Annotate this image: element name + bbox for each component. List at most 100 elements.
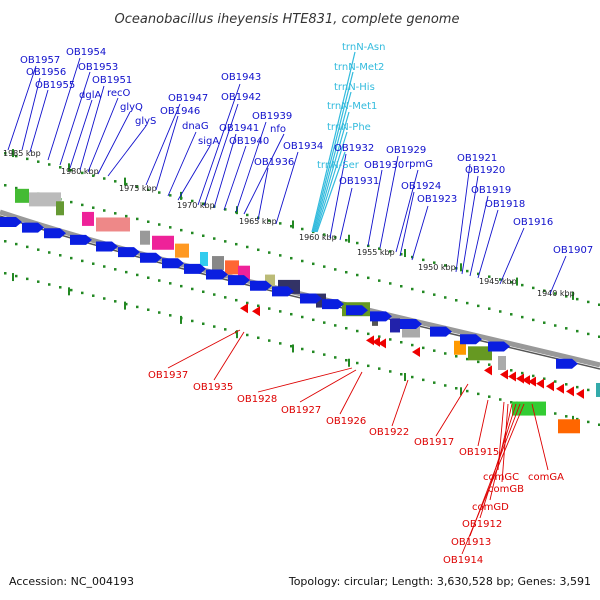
tick-mark [246, 245, 249, 249]
gene-arrow-reverse [508, 371, 516, 382]
tick-mark [4, 240, 7, 243]
tick-mark [158, 311, 161, 314]
tick-mark [59, 286, 62, 289]
tick-mark [411, 287, 414, 291]
tick-mark [477, 272, 480, 276]
tick-mark [290, 224, 293, 228]
tick-mark [356, 273, 359, 277]
tick-mark [389, 250, 392, 253]
gene-block [512, 401, 546, 416]
gene-label: OB1935 [193, 382, 233, 393]
tick-mark [488, 275, 491, 278]
gene-arrow-forward [400, 319, 422, 329]
tick-mark [26, 157, 29, 161]
rna-leader [315, 131, 348, 233]
gene-label: glyQ [120, 102, 143, 113]
tick-mark [367, 364, 370, 368]
gene-label: OB1947 [168, 93, 208, 104]
gene-leader [243, 133, 285, 215]
tick-mark [323, 233, 326, 236]
gene-leader [69, 99, 93, 169]
gene-features [0, 188, 600, 434]
tick-mark [136, 217, 139, 221]
tick-mark [378, 335, 381, 338]
tick-mark [466, 301, 469, 305]
tick-mark [125, 270, 128, 274]
gene-arrow-forward [228, 275, 250, 286]
rna-leader [312, 71, 354, 233]
tick-mark [444, 296, 447, 299]
gene-arrow-forward [300, 293, 322, 304]
tick-mark [400, 253, 403, 256]
tick-mark [345, 270, 348, 274]
tick-mark [565, 415, 568, 418]
tick-mark [378, 279, 381, 282]
tick-mark [422, 258, 425, 262]
gene-label: comGD [472, 502, 509, 513]
tick-mark [125, 214, 128, 218]
rna-leader [313, 91, 352, 233]
tick-mark [59, 166, 62, 169]
tick-mark [422, 346, 425, 350]
tick-mark [389, 370, 392, 373]
tick-mark [345, 358, 348, 362]
major-tick [124, 177, 126, 186]
tick-mark [466, 357, 469, 361]
gene-leader [167, 131, 197, 197]
gene-arrow-forward [370, 311, 392, 322]
tick-mark [587, 388, 590, 392]
gene-arrow-forward [488, 341, 510, 352]
gene-leader [257, 167, 269, 221]
gene-leader [461, 403, 525, 555]
gene-block [212, 256, 224, 271]
tick-mark [48, 163, 51, 166]
gene-label: OB1912 [462, 519, 502, 530]
rna-leader [311, 51, 356, 233]
tick-mark [26, 245, 29, 249]
tick-mark [147, 308, 150, 311]
tick-mark [521, 315, 524, 319]
tick-mark [455, 355, 458, 358]
tick-mark [301, 227, 304, 231]
reverse-labels: OB1937 OB1935 OB1928 OB1927 OB1926 OB192… [148, 370, 564, 566]
major-tick [236, 330, 238, 339]
gene-leader [29, 89, 49, 153]
gene-leader [395, 169, 419, 253]
tick-mark [213, 325, 216, 328]
gene-arrow-reverse [412, 347, 420, 358]
tick-mark [565, 383, 568, 386]
gene-leader [455, 163, 471, 273]
tick-mark [213, 237, 216, 240]
tick-mark [345, 238, 348, 242]
tick-mark [510, 369, 513, 372]
gene-leader [257, 367, 353, 393]
major-tick [292, 344, 294, 353]
gene-leader [549, 255, 567, 295]
tick-mark [411, 255, 414, 259]
gene-leader [7, 65, 37, 151]
tick-mark [444, 384, 447, 387]
rna-label: trnN-Asn [342, 42, 385, 53]
gene-arrow-forward [96, 241, 118, 252]
tick-mark [224, 296, 227, 299]
gene-arrow-reverse [536, 378, 544, 389]
gene-leader [197, 83, 241, 206]
gene-arrow-forward [322, 299, 344, 310]
gene-arrow-reverse [378, 338, 386, 349]
tick-mark [81, 203, 84, 207]
tick-mark [37, 160, 40, 163]
rna-label: trnN-Met1 [327, 101, 377, 112]
tick-mark [136, 305, 139, 309]
gene-arrow-forward [44, 228, 66, 239]
tick-mark [268, 219, 271, 222]
gene-leader [235, 121, 267, 213]
gene-arrow-forward [22, 222, 44, 233]
tick-mark [92, 294, 95, 297]
tick-mark [180, 284, 183, 288]
tick-mark [158, 191, 161, 194]
scale-label: 1975 kbp [119, 184, 157, 193]
gene-leader [379, 155, 399, 249]
tick-mark [103, 209, 106, 212]
gene-leader [145, 103, 181, 186]
gene-arrow-reverse [528, 376, 536, 387]
